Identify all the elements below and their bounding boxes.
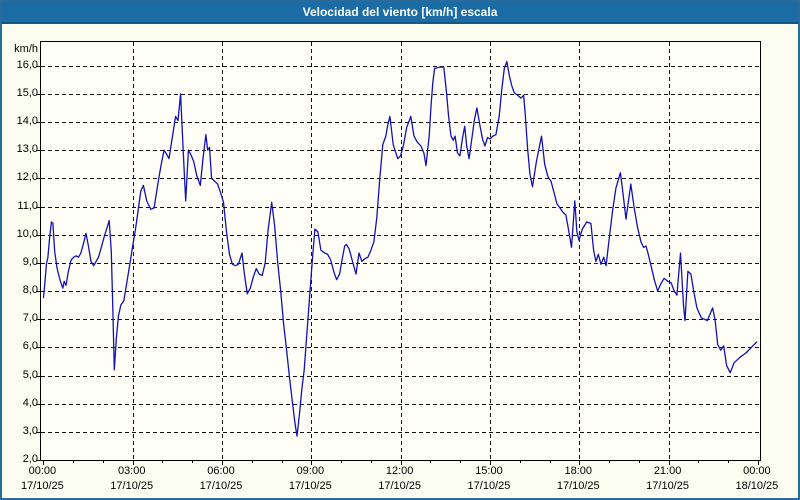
- chart-title: Velocidad del viento [km/h] escala: [302, 5, 498, 19]
- x-tick-date-label: 17/10/25: [378, 480, 422, 492]
- y-axis-unit-label: km/h: [14, 43, 38, 55]
- x-tick-time-label: 12:00: [385, 465, 414, 477]
- plot-area: [36, 41, 761, 465]
- x-tick-time-label: 21:00: [653, 465, 682, 477]
- x-tick-date-label: 17/10/25: [467, 480, 511, 492]
- x-tick-time-label: 03:00: [117, 465, 146, 477]
- x-tick-date-label: 17/10/25: [20, 480, 64, 492]
- y-tick-label: 12,0: [16, 171, 38, 184]
- x-tick-date-label: 17/10/25: [556, 480, 600, 492]
- x-tick-time-label: 09:00: [296, 465, 325, 477]
- title-bar: Velocidad del viento [km/h] escala: [2, 2, 798, 24]
- y-tick-label: 13,0: [16, 143, 38, 156]
- y-tick-label: 6,0: [22, 340, 38, 353]
- y-tick-label: 7,0: [22, 312, 38, 325]
- y-tick-label: 8,0: [22, 284, 38, 296]
- x-tick-time-label: 06:00: [207, 465, 235, 477]
- y-tick-label: 3,0: [22, 424, 38, 437]
- y-tick-label: 2,0: [22, 453, 38, 465]
- wind-speed-line: [42, 60, 758, 437]
- x-tick-date-label: 17/10/25: [646, 480, 689, 492]
- x-tick-time-label: 00:00: [28, 465, 57, 477]
- y-tick-label: 16,0: [16, 58, 38, 71]
- y-tick-label: 14,0: [16, 115, 38, 128]
- y-tick-label: 11,0: [17, 199, 38, 212]
- y-tick-label: 9,0: [22, 255, 38, 268]
- x-tick-date-label: 17/10/25: [199, 480, 243, 492]
- y-tick-label: 10,0: [16, 227, 38, 240]
- x-tick-date-label: 17/10/25: [288, 480, 332, 492]
- x-tick-time-label: 15:00: [475, 465, 503, 477]
- plot-svg: [36, 42, 760, 465]
- y-tick-label: 4,0: [22, 396, 38, 409]
- y-tick-label: 15,0: [16, 86, 38, 99]
- x-tick-time-label: 00:00: [743, 465, 771, 477]
- x-tick-date-label: 17/10/25: [110, 480, 154, 492]
- x-tick-time-label: 18:00: [564, 465, 593, 477]
- y-tick-label: 5,0: [22, 368, 38, 381]
- x-tick-date-label: 18/10/25: [735, 480, 779, 492]
